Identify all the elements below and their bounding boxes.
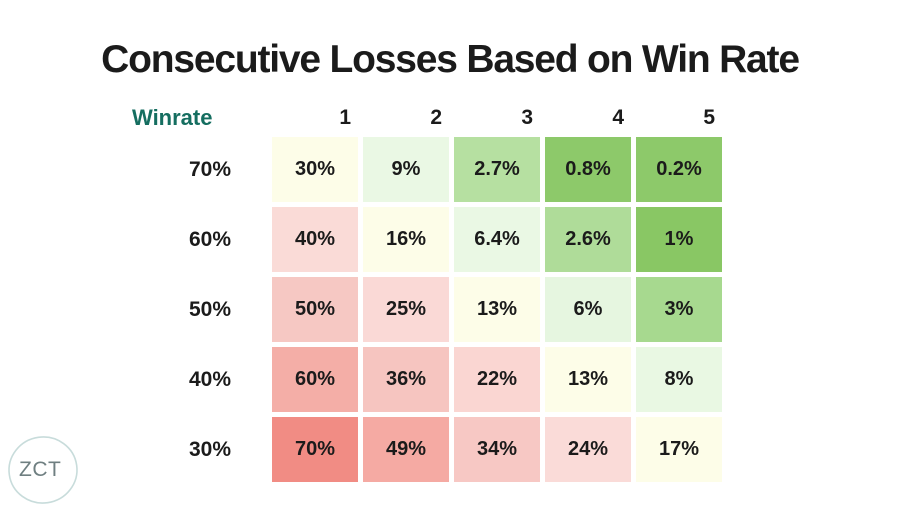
row-label-30: 30% <box>188 437 231 461</box>
heatmap-table: Winrate 1 2 3 4 5 70% 30% 9% 2.7% 0.8% 0… <box>107 97 722 482</box>
heatmap-cell-60-3: 6.4% <box>454 207 540 272</box>
heatmap-cell-30-3: 34% <box>454 417 540 482</box>
column-header-1: 1 <box>339 106 351 129</box>
heatmap-cell-50-5: 3% <box>636 277 722 342</box>
heatmap-cell-60-1: 40% <box>272 207 358 272</box>
heatmap-cell-70-4: 0.8% <box>545 137 631 202</box>
zct-logo: ZCT <box>0 428 95 506</box>
heatmap-cell-50-1: 50% <box>272 277 358 342</box>
row-label-60: 60% <box>188 227 231 251</box>
heatmap-cell-30-5: 17% <box>636 417 722 482</box>
logo-text: ZCT <box>19 458 62 481</box>
heatmap-cell-30-4: 24% <box>545 417 631 482</box>
heatmap-cell-30-1: 70% <box>272 417 358 482</box>
heatmap-cell-30-2: 49% <box>363 417 449 482</box>
heatmap-cell-50-2: 25% <box>363 277 449 342</box>
heatmap-cell-60-4: 2.6% <box>545 207 631 272</box>
column-header-3: 3 <box>521 106 533 129</box>
heatmap-cell-60-5: 1% <box>636 207 722 272</box>
logo-circle-icon <box>8 436 78 504</box>
column-header-5: 5 <box>703 106 715 129</box>
row-label-70: 70% <box>188 157 231 181</box>
heatmap-cell-60-2: 16% <box>363 207 449 272</box>
heatmap-cell-70-1: 30% <box>272 137 358 202</box>
row-label-40: 40% <box>188 367 231 391</box>
column-header-2: 2 <box>430 106 442 129</box>
heatmap-cell-40-1: 60% <box>272 347 358 412</box>
row-label-50: 50% <box>188 297 231 321</box>
heatmap-cell-40-2: 36% <box>363 347 449 412</box>
heatmap-cell-50-3: 13% <box>454 277 540 342</box>
page-title: Consecutive Losses Based on Win Rate <box>101 38 800 81</box>
heatmap-cell-40-3: 22% <box>454 347 540 412</box>
heatmap-cell-70-3: 2.7% <box>454 137 540 202</box>
heatmap-cell-40-5: 8% <box>636 347 722 412</box>
winrate-header-label: Winrate <box>132 105 213 130</box>
heatmap-cell-70-5: 0.2% <box>636 137 722 202</box>
column-header-4: 4 <box>612 106 624 129</box>
heatmap-cell-50-4: 6% <box>545 277 631 342</box>
heatmap-cell-40-4: 13% <box>545 347 631 412</box>
heatmap-cell-70-2: 9% <box>363 137 449 202</box>
